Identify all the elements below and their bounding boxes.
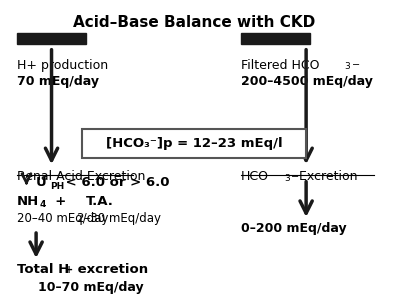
Text: 70 mEq/day: 70 mEq/day <box>17 75 99 88</box>
Text: [HCO₃⁻]p = 12–23 mEq/l: [HCO₃⁻]p = 12–23 mEq/l <box>106 137 282 150</box>
Text: −: − <box>352 60 360 70</box>
Text: −: − <box>291 172 299 182</box>
Text: 3: 3 <box>284 173 290 182</box>
Text: 3: 3 <box>343 62 349 71</box>
Text: 20–40 mEq/day: 20–40 mEq/day <box>17 212 108 226</box>
Text: H+ production: H+ production <box>17 59 108 72</box>
FancyBboxPatch shape <box>17 33 86 44</box>
Text: +: + <box>46 195 66 208</box>
Text: Renal Acid Excretion: Renal Acid Excretion <box>17 170 145 183</box>
Text: U: U <box>36 176 47 189</box>
Text: 2–30 mEq/day: 2–30 mEq/day <box>77 212 160 226</box>
Text: 4: 4 <box>39 200 45 209</box>
Text: excretion: excretion <box>73 263 148 276</box>
FancyBboxPatch shape <box>240 33 309 44</box>
Text: HCO: HCO <box>240 170 268 183</box>
FancyBboxPatch shape <box>82 129 305 158</box>
Text: Acid–Base Balance with CKD: Acid–Base Balance with CKD <box>73 15 315 30</box>
Text: Total H: Total H <box>17 263 69 276</box>
Text: NH: NH <box>17 195 39 208</box>
Text: T.A.: T.A. <box>86 195 114 208</box>
Text: Excretion: Excretion <box>295 170 357 183</box>
Text: +: + <box>65 265 73 275</box>
Text: PH: PH <box>50 181 64 191</box>
Text: 200–4500 mEq/day: 200–4500 mEq/day <box>240 75 371 88</box>
Text: < 6.0 or > 6.0: < 6.0 or > 6.0 <box>61 176 169 189</box>
Text: 10–70 mEq/day: 10–70 mEq/day <box>38 280 143 294</box>
Text: 0–200 mEq/day: 0–200 mEq/day <box>240 222 345 235</box>
Text: Filtered HCO: Filtered HCO <box>240 59 318 72</box>
